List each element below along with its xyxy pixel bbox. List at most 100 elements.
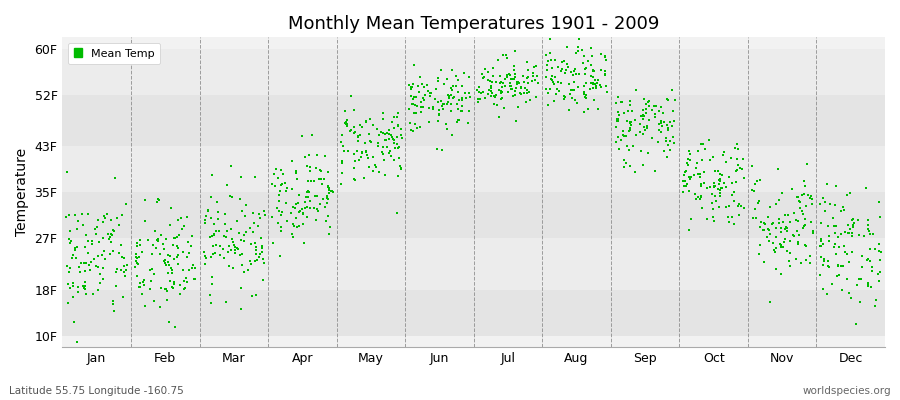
Point [91, 217, 105, 223]
Point [340, 123, 355, 130]
Point [230, 218, 245, 224]
Point [278, 180, 293, 186]
Point [821, 263, 835, 269]
Point [570, 100, 584, 106]
Point [402, 82, 417, 88]
Point [432, 107, 446, 113]
Point [491, 57, 506, 64]
Point [419, 82, 434, 88]
Point [406, 128, 420, 134]
Point [296, 210, 310, 216]
Point [268, 166, 283, 172]
Bar [62, 95, 885, 146]
Point [170, 254, 184, 260]
Point [382, 150, 397, 157]
Point [346, 175, 361, 182]
Point [520, 67, 535, 74]
Point [112, 222, 126, 228]
Point [752, 197, 766, 204]
Point [509, 81, 524, 87]
Point [774, 225, 788, 231]
Point [405, 101, 419, 108]
Point [683, 176, 698, 182]
Point [240, 267, 255, 273]
Point [681, 162, 696, 168]
Point [392, 122, 406, 129]
Point [444, 85, 458, 91]
Point [227, 241, 241, 248]
Point [234, 306, 248, 312]
Point [873, 257, 887, 264]
Point [628, 131, 643, 138]
Point [221, 243, 236, 249]
Point [593, 50, 608, 57]
Point [357, 139, 372, 146]
Point [872, 247, 886, 254]
Point [770, 234, 784, 240]
Point [176, 223, 191, 229]
Point [226, 239, 240, 245]
Point [439, 126, 454, 132]
Point [93, 270, 107, 277]
Point [568, 97, 582, 103]
Point [110, 266, 124, 273]
Point [773, 241, 788, 247]
Point [85, 238, 99, 244]
Point [292, 208, 307, 215]
Point [727, 221, 742, 227]
Point [285, 231, 300, 237]
Point [776, 244, 790, 251]
Point [202, 208, 216, 215]
Point [846, 220, 860, 226]
Point [378, 131, 392, 137]
Point [203, 254, 218, 260]
Point [70, 339, 85, 345]
Point [803, 260, 817, 266]
Point [230, 245, 244, 251]
Point [436, 106, 450, 112]
Point [521, 73, 535, 80]
Point [519, 87, 534, 93]
Point [680, 180, 694, 187]
Point [652, 121, 666, 127]
Point [380, 144, 394, 150]
Point [370, 126, 384, 132]
Point [825, 214, 840, 221]
Point [842, 230, 856, 236]
Point [844, 230, 859, 236]
Point [658, 138, 672, 144]
Point [392, 173, 406, 180]
Point [816, 195, 831, 202]
Point [267, 182, 282, 189]
Point [834, 208, 849, 214]
Point [429, 86, 444, 92]
Point [725, 180, 740, 186]
Point [410, 103, 424, 110]
Point [814, 272, 828, 278]
Point [608, 139, 623, 146]
Point [208, 250, 222, 257]
Point [860, 281, 875, 287]
Point [793, 205, 807, 212]
Point [117, 268, 131, 275]
Point [633, 129, 647, 136]
Point [78, 286, 93, 292]
Point [517, 90, 531, 97]
Point [158, 286, 173, 292]
Point [577, 89, 591, 95]
Point [827, 223, 842, 230]
Point [576, 60, 590, 66]
Point [95, 265, 110, 271]
Point [832, 272, 846, 278]
Point [648, 103, 662, 109]
Point [365, 167, 380, 174]
Point [554, 58, 569, 65]
Point [272, 198, 286, 204]
Point [133, 236, 148, 243]
Point [798, 243, 813, 250]
Point [337, 148, 351, 154]
Point [757, 220, 771, 226]
Point [76, 285, 91, 291]
Point [778, 225, 793, 232]
Point [114, 254, 129, 260]
